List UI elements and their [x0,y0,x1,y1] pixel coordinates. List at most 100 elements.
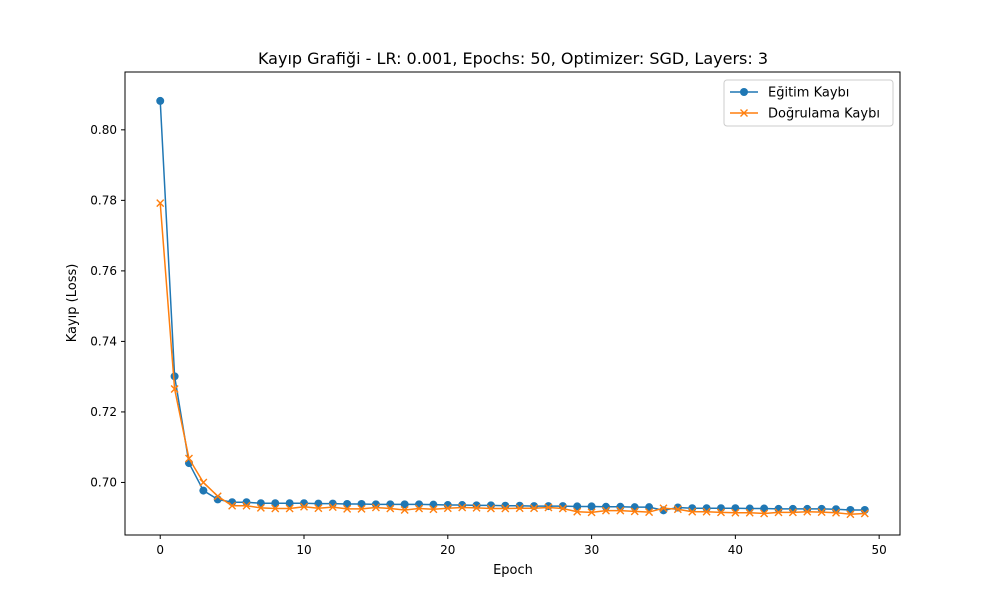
series-0-point [630,503,639,512]
series-1-point [300,502,309,511]
series-1-point [501,504,510,513]
series-1-point [817,508,826,517]
x-tick-label: 50 [872,543,887,557]
series-1-point [400,505,409,514]
series-1-point [702,507,711,516]
series-0-point [429,500,438,509]
series-1-point [328,503,337,512]
series-1-point [199,478,208,487]
series-1-point [832,508,841,517]
x-axis-label: Epoch [493,563,533,578]
series-0-point [400,500,409,509]
series-1-point [745,508,754,517]
series-0-point [573,502,582,511]
series-0-point [745,504,754,513]
legend-entry-1: Doğrulama Kaybı [730,107,880,122]
series-1-point [242,501,251,510]
series-1-point [587,508,596,517]
x-axis: 0 10 20 30 40 50 [156,535,887,557]
legend-box [723,79,894,127]
series-1-point [256,503,265,512]
chart-title: Kayıp Grafiği - LR: 0.001, Epochs: 50, O… [258,49,768,68]
x-tick-label: 20 [440,543,455,557]
series-1-point [601,506,610,515]
legend-entry-0-marker [740,88,748,96]
series-1-point [673,505,682,514]
series-0-point [616,502,625,511]
legend: Eğitim Kaybı Doğrulama Kaybı [723,79,894,127]
series-0-point [314,499,323,508]
series-1-point [788,508,797,517]
y-tick-label: 0.76 [90,264,117,278]
x-tick-label: 40 [728,543,743,557]
y-tick-label: 0.78 [90,193,117,207]
series-1-point [630,507,639,516]
y-tick-label: 0.72 [90,405,117,419]
series-1-point [228,501,237,510]
series-1-line [159,203,865,515]
series-1-point [530,504,539,513]
series-1-point [731,508,740,517]
series-0-point [731,504,740,513]
series-1-point [458,503,467,512]
series-1-point [774,508,783,517]
y-tick-label: 0.74 [90,334,117,348]
series-1-point [803,507,812,516]
series-1-point [429,505,438,514]
series-0-point [544,502,553,511]
series-1-point [760,509,769,518]
plot-frame [124,71,901,536]
series-1-point [386,504,395,513]
series-0-point [271,499,280,508]
series-1-point [443,504,452,513]
legend-entry-0: Eğitim Kaybı [730,86,849,101]
series-1-point [486,504,495,513]
series-0-point [256,499,265,508]
x-tick-label: 10 [296,543,311,557]
series-1 [156,199,869,519]
series-1-point [415,504,424,513]
series-0-point [716,504,725,513]
series-0-point [587,502,596,511]
series-0-point [415,500,424,509]
plot-marks [156,96,869,519]
series-1-point [659,504,668,513]
series-1-point [515,504,524,513]
series-0-point [846,505,855,514]
series-1-point [860,509,869,518]
series-1-point [285,504,294,513]
y-axis-label: Kayıp (Loss) [65,264,80,343]
series-0-point [601,502,610,511]
series-1-point [573,507,582,516]
series-1-point [371,503,380,512]
y-tick-label: 0.70 [90,475,117,489]
series-1-point [271,504,280,513]
series-0-point [285,499,294,508]
series-0-point [199,486,208,495]
legend-entry-1-label: Doğrulama Kaybı [768,107,880,122]
series-1-point [846,510,855,519]
series-1-point [156,199,165,208]
series-1-point [357,504,366,513]
series-1-point [616,506,625,515]
series-0-point [803,504,812,513]
series-0-point [386,500,395,509]
y-tick-label: 0.80 [90,123,117,137]
series-1-point [544,503,553,512]
series-1-point [645,508,654,517]
series-1-point [184,454,193,463]
series-0-point [156,96,165,105]
series-0-point [170,372,179,381]
series-1-point [688,507,697,516]
series-1-point [558,504,567,513]
series-1-point [170,385,179,394]
legend-entry-0-label: Eğitim Kaybı [768,86,849,101]
series-0-point [501,501,510,510]
y-axis: 0.70 0.72 0.74 0.76 0.78 0.80 [90,123,125,489]
series-1-point [314,504,323,513]
series-1-point [472,503,481,512]
series-1-point [716,508,725,517]
legend-entry-1-marker [740,109,748,117]
